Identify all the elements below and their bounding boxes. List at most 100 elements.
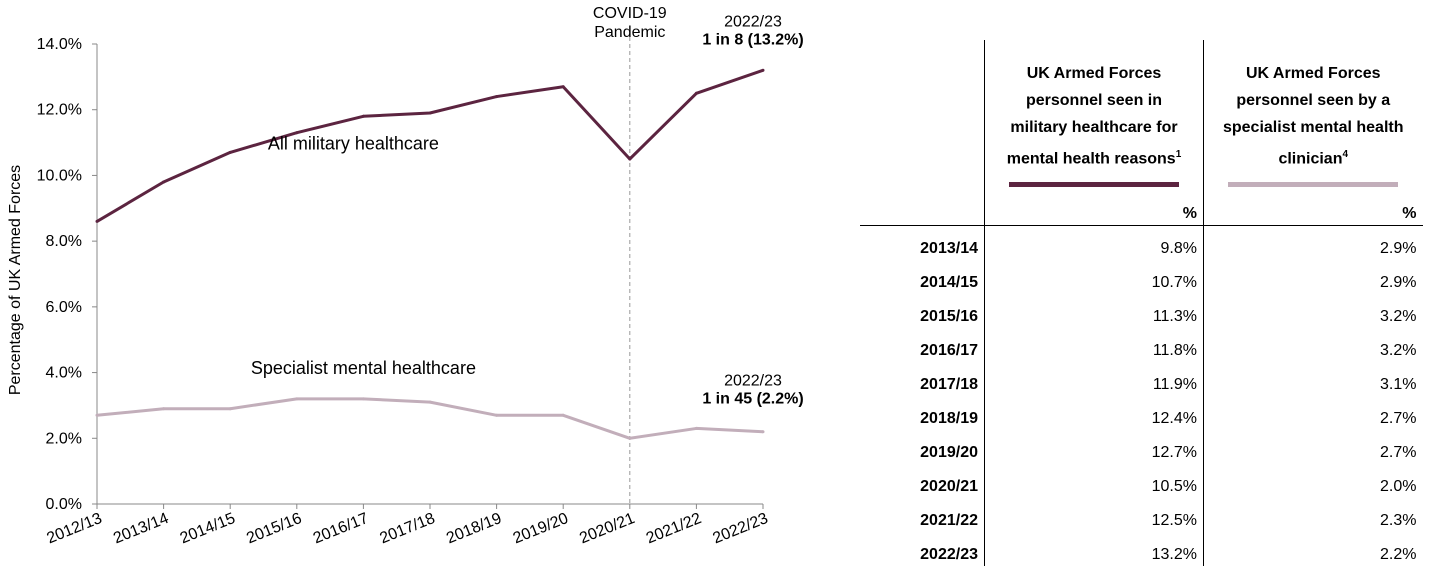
series-0-point (761, 68, 765, 72)
y-tick-label: 10.0% (37, 167, 82, 184)
col-header-military-line4: mental health reasons (1006, 150, 1176, 168)
table-row: 2021/22 12.5% 2.3% (860, 498, 1423, 533)
y-tick-label: 12.0% (37, 102, 82, 119)
row-specialist-value: 2.7% (1380, 410, 1417, 428)
covid-marker-label-line2: Pandemic (594, 24, 665, 41)
unit-blank (860, 187, 985, 227)
col-header-specialist-footnote: 4 (1342, 149, 1349, 160)
row-specialist-value: 3.1% (1380, 376, 1417, 394)
table-row: 2013/14 9.8% 2.9% (860, 225, 1423, 261)
y-tick-label: 6.0% (46, 299, 82, 316)
series-0-point (361, 114, 365, 118)
row-year: 2015/16 (860, 294, 985, 329)
series-1-point (95, 413, 99, 417)
series-1-point (561, 413, 565, 417)
row-year: 2020/21 (860, 464, 985, 499)
row-specialist-value: 2.2% (1380, 546, 1417, 564)
x-tick-label: 2021/22 (644, 510, 704, 547)
covid-marker-label-line1: COVID-19 (593, 5, 667, 22)
annotation-1-line1: 2022/23 (724, 373, 782, 390)
chart-tick-labels: 0.0% 2.0% 4.0% 6.0% 8.0% 10.0% 12.0% 14.0% 2012/… (37, 36, 771, 547)
y-tick-label: 2.0% (46, 430, 82, 447)
series-1-point (162, 407, 166, 411)
table-row: 2016/17 11.8% 3.2% (860, 328, 1423, 363)
table-row: 2014/15 10.7% 2.9% (860, 260, 1423, 295)
col-header-specialist-line4: clinician (1278, 150, 1343, 168)
series-line-1 (96, 397, 764, 440)
series-0-point (228, 150, 232, 154)
series-0-point (295, 131, 299, 135)
row-specialist-value: 2.0% (1380, 478, 1417, 496)
col-header-military: UK Armed Forces personnel seen in milita… (984, 40, 1204, 188)
x-tick-label: 2022/23 (710, 510, 770, 547)
row-military-value: 9.8% (984, 225, 1204, 261)
row-year: 2017/18 (860, 362, 985, 397)
row-year: 2022/23 (860, 532, 985, 567)
series-label-0: All military healthcare (268, 133, 439, 153)
table-row: 2022/23 13.2% 2.2% (860, 532, 1423, 567)
row-specialist-value: 2.9% (1380, 274, 1417, 292)
row-specialist-value: 3.2% (1380, 342, 1417, 360)
series-1-point (495, 413, 499, 417)
x-tick-label: 2012/13 (44, 510, 104, 547)
legend-swatch-military (1009, 182, 1179, 188)
col-header-specialist-line2: personnel seen by a (1236, 92, 1391, 109)
y-tick-label: 8.0% (46, 233, 82, 250)
table-body: 2013/14 9.8% 2.9% 2014/15 10.7% 2.9% 2015/16 11… (860, 225, 1423, 567)
unit-specialist: % (1203, 187, 1423, 227)
annotation-1-line2: 1 in 45 (2.2%) (702, 391, 803, 408)
x-tick-label: 2018/19 (444, 510, 504, 547)
series-1-point (628, 436, 632, 440)
series-1-point (694, 426, 698, 430)
row-specialist-value: 2.3% (1380, 512, 1417, 530)
x-tick-label: 2015/16 (244, 510, 304, 547)
row-year: 2021/22 (860, 498, 985, 533)
table-row: 2018/19 12.4% 2.7% (860, 396, 1423, 431)
chart-axes (92, 43, 764, 509)
series-1-point (361, 397, 365, 401)
row-military-value: 11.3% (984, 294, 1204, 329)
annotation-0-line2: 1 in 8 (13.2%) (702, 31, 803, 48)
col-header-military-line3: military healthcare for (1010, 119, 1178, 136)
x-tick-label: 2014/15 (178, 510, 238, 547)
y-tick-label: 4.0% (46, 365, 82, 382)
row-year: 2013/14 (860, 225, 985, 261)
row-specialist-value: 2.9% (1380, 240, 1417, 258)
row-military-value: 11.9% (984, 362, 1204, 397)
col-header-military-line1: UK Armed Forces (1026, 65, 1162, 82)
y-axis-label: Percentage of UK Armed Forces (7, 165, 24, 395)
series-0-point (561, 85, 565, 89)
col-header-military-line2: personnel seen in (1025, 92, 1163, 109)
row-military-value: 12.7% (984, 430, 1204, 465)
table-corner (860, 40, 985, 188)
x-tick-label: 2013/14 (111, 510, 171, 547)
series-0-point (162, 180, 166, 184)
series-1-point (295, 397, 299, 401)
chart-annotations: 2022/231 in 8 (13.2%)2022/231 in 45 (2.2… (702, 13, 803, 407)
row-military-value: 12.4% (984, 396, 1204, 431)
series-label-1: Specialist mental healthcare (251, 358, 476, 378)
x-tick-label: 2020/21 (577, 510, 637, 547)
row-military-value: 13.2% (984, 532, 1204, 567)
series-0-point (428, 111, 432, 115)
row-military-value: 10.5% (984, 464, 1204, 499)
table-row: 2019/20 12.7% 2.7% (860, 430, 1423, 465)
table-row: 2015/16 11.3% 3.2% (860, 294, 1423, 329)
row-year: 2018/19 (860, 396, 985, 431)
row-military-value: 11.8% (984, 328, 1204, 363)
col-header-specialist-line1: UK Armed Forces (1245, 65, 1381, 82)
row-specialist-value: 2.7% (1380, 444, 1417, 462)
row-military-value: 12.5% (984, 498, 1204, 533)
x-tick-label: 2016/17 (311, 510, 371, 547)
row-specialist-value: 3.2% (1380, 308, 1417, 326)
series-1-point (228, 407, 232, 411)
col-header-specialist: UK Armed Forces personnel seen by a spec… (1204, 40, 1423, 188)
annotation-0-line1: 2022/23 (724, 13, 782, 30)
legend-swatch-specialist (1228, 182, 1399, 188)
row-year: 2016/17 (860, 328, 985, 363)
col-header-military-footnote: 1 (1175, 149, 1182, 160)
table-row: 2020/21 10.5% 2.0% (860, 464, 1423, 499)
table-row: 2017/18 11.9% 3.1% (860, 362, 1423, 397)
series-0-point (95, 219, 99, 223)
line-chart: 0.0% 2.0% 4.0% 6.0% 8.0% 10.0% 12.0% 14.0% 2012/… (7, 5, 804, 547)
